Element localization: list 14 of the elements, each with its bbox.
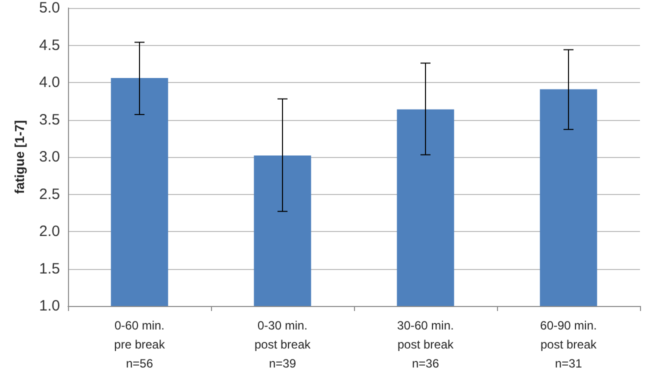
y-tick-label: 2.0 (39, 223, 60, 240)
y-tick-label: 5.0 (39, 0, 60, 16)
y-tick-label: 4.5 (39, 36, 60, 54)
x-tick-label: 0-60 min. pre break n=56 (114, 318, 166, 370)
y-tick-label: 4.0 (39, 74, 60, 91)
y-tick-label: 3.5 (39, 111, 60, 128)
y-axis-title: fatigue [1-7] (12, 120, 27, 194)
y-tick-label: 1.5 (39, 260, 60, 278)
y-tick-label: 2.5 (39, 186, 60, 203)
x-tick-label: 30-60 min. post break n=36 (397, 318, 455, 370)
x-tick-label: 0-30 min. post break n=39 (254, 318, 312, 370)
y-tick-label: 3.0 (39, 148, 60, 166)
x-tick-label: 60-90 min. post break n=31 (540, 318, 598, 370)
y-tick-label: 1.0 (39, 298, 60, 314)
